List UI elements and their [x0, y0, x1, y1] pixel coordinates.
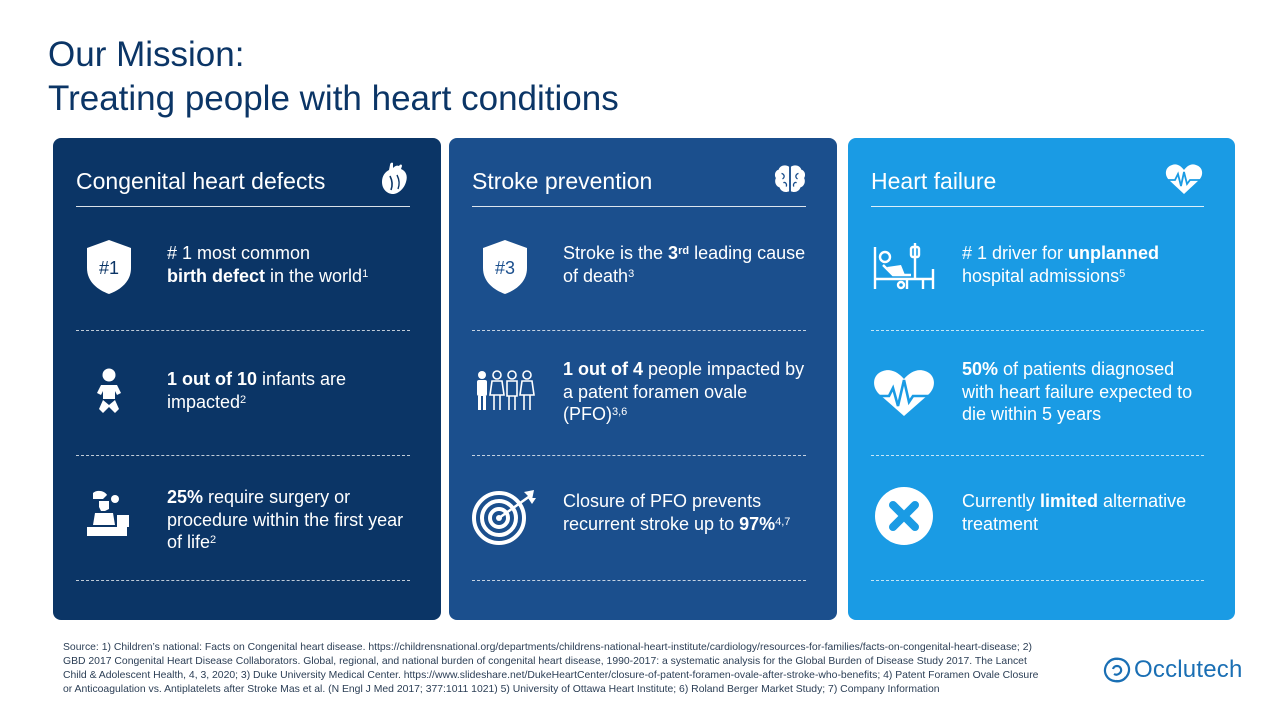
- stat-pre: Currently: [962, 491, 1041, 511]
- card-congenital-heart-defects: Congenital heart defects #1 # 1 most com…: [53, 138, 441, 620]
- stat-post: alternative treatment: [962, 491, 1187, 534]
- stat-sup: 4,7: [775, 515, 791, 528]
- stat-post: require surgery or procedure within the …: [167, 487, 404, 552]
- divider: [472, 455, 806, 456]
- shield-badge: #1: [99, 258, 119, 278]
- stat-text: # 1 most common birth defect in the worl…: [167, 242, 410, 287]
- stat-bold: 1 out of 4: [563, 359, 643, 379]
- divider: [871, 580, 1204, 581]
- divider: [472, 330, 806, 331]
- shield-rank-icon: #3: [472, 234, 538, 300]
- source-footnote: Source: 1) Children’s national: Facts on…: [63, 642, 1039, 695]
- stat-sup: 5: [1119, 267, 1126, 280]
- title-line-1: Our Mission:: [48, 35, 245, 74]
- divider: [472, 580, 806, 581]
- surgeon-icon: [76, 480, 142, 546]
- stat-pre: # 1 driver for: [962, 243, 1069, 263]
- stat-text: Stroke is the 3rd leading cause of death…: [563, 242, 806, 287]
- stat-post: leading cause of death: [563, 243, 806, 286]
- card-header: Congenital heart defects: [76, 158, 410, 207]
- occlutech-logo-icon: [1103, 657, 1131, 683]
- stat-bold: birth defect: [167, 265, 266, 286]
- stat-text: 50% of patients diagnosed with heart fai…: [962, 358, 1204, 426]
- divider: [76, 330, 410, 331]
- divider: [871, 330, 1204, 331]
- target-icon: [472, 483, 538, 549]
- card-heart-failure: Heart failure # 1 driver for unplanned h…: [848, 138, 1235, 620]
- stat-bold: unplanned: [1068, 243, 1160, 263]
- x-circle-icon: [871, 483, 937, 549]
- card-header: Heart failure: [871, 158, 1204, 207]
- card-title: Congenital heart defects: [76, 168, 326, 194]
- stat-post: infants are impacted: [167, 369, 347, 412]
- title-line-2: Treating people with heart conditions: [48, 79, 619, 118]
- stat-text: Closure of PFO prevents recurrent stroke…: [563, 490, 806, 535]
- people-group-icon: [472, 358, 538, 424]
- baby-icon: [76, 358, 142, 424]
- stat-text: # 1 driver for unplanned hospital admiss…: [962, 242, 1204, 287]
- stat-pre: Closure of PFO prevents recurrent stroke…: [563, 491, 762, 534]
- card-stroke-prevention: Stroke prevention #3 Stroke is the 3rd l…: [449, 138, 837, 620]
- stat-post: of patients diagnosed with heart failure…: [962, 359, 1193, 424]
- stat-post: people impacted by a patent foramen oval…: [563, 359, 805, 424]
- divider: [76, 580, 410, 581]
- stat-text: 1 out of 4 people impacted by a patent f…: [563, 358, 806, 426]
- divider: [76, 455, 410, 456]
- card-title: Heart failure: [871, 168, 997, 194]
- heart-pulse-icon: [1165, 164, 1203, 194]
- shield-badge: #3: [495, 258, 515, 278]
- stat-text: 1 out of 10 infants are impacted2: [167, 368, 410, 413]
- stat-text: Currently limited alternative treatment: [962, 490, 1204, 535]
- stat-post: in the world: [265, 265, 363, 286]
- page-title: Our Mission: Treating people with heart …: [48, 33, 619, 121]
- company-logo: Occlutech: [1102, 653, 1243, 687]
- card-header: Stroke prevention: [472, 158, 806, 207]
- divider: [871, 455, 1204, 456]
- stat-post: hospital admissions: [962, 265, 1120, 286]
- stat-bold: limited: [1040, 491, 1099, 511]
- stat-sup: 3,6: [612, 406, 628, 418]
- heart-rate-icon: [871, 360, 937, 426]
- hospital-bed-icon: [871, 234, 937, 300]
- stat-pre: # 1 most common: [167, 243, 311, 263]
- stat-pre: Stroke is the: [563, 243, 669, 263]
- stat-bold: 25%: [167, 487, 204, 507]
- stat-sup: 2: [210, 534, 217, 546]
- stat-sup: 2: [240, 393, 247, 406]
- card-title: Stroke prevention: [472, 168, 653, 194]
- brain-icon: [774, 165, 806, 192]
- shield-rank-icon: #1: [76, 234, 142, 300]
- stat-sup: 1: [362, 267, 369, 280]
- stat-bold: 3: [668, 243, 679, 263]
- heart-anatomy-icon: [382, 162, 407, 194]
- logo-text: Occlutech: [1134, 656, 1243, 683]
- stat-bold: 97%: [739, 513, 776, 534]
- stat-bold-sup: rd: [678, 245, 690, 257]
- stat-bold: 1 out of 10: [167, 369, 258, 389]
- stat-bold: 50%: [962, 359, 999, 379]
- stat-sup: 3: [628, 267, 635, 280]
- stat-text: 25% require surgery or procedure within …: [167, 486, 410, 554]
